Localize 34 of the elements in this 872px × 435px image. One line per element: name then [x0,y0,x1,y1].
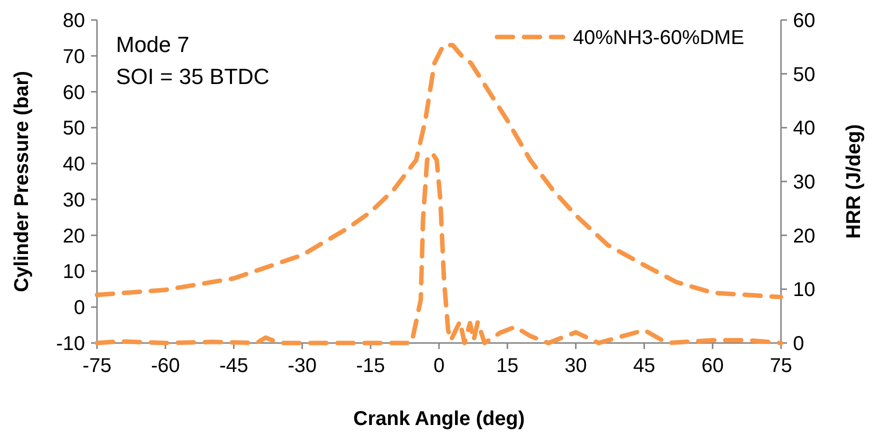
annotation: SOI = 35 BTDC [116,64,270,89]
x-axis-title: Crank Angle (deg) [353,408,525,430]
x-tick-label: -60 [150,355,180,377]
x-tick-label: 0 [433,355,445,377]
x-tick-label: 60 [701,355,724,377]
annotation: Mode 7 [116,32,190,57]
legend-label: 40%NH3-60%DME [573,27,744,49]
y2-tick-label: 30 [793,172,816,194]
y2-tick-label: 40 [793,118,816,140]
x-tick-label: 30 [564,355,587,377]
y2-tick-label: 60 [793,10,816,32]
x-tick-label: -45 [219,355,248,377]
y2-axis-title: HRR (J/deg) [843,124,865,239]
y-tick-label: 10 [62,261,85,284]
y-tick-label: 20 [62,225,85,248]
y-tick-label: 0 [74,297,85,320]
y2-tick-label: 0 [793,333,804,355]
x-tick-label: 75 [770,355,792,377]
y-tick-label: 80 [62,10,85,32]
y2-tick-label: 20 [793,225,816,248]
x-tick-label: -15 [356,355,386,377]
y-tick-label: 60 [62,82,85,104]
x-tick-label: 45 [633,355,656,377]
x-tick-label: -30 [288,355,317,377]
y-tick-label: 40 [62,154,85,176]
y-tick-label: 70 [62,46,85,68]
y-axis-title: Cylinder Pressure (bar) [11,70,33,292]
y2-tick-label: 50 [793,64,816,86]
y-tick-label: 50 [62,118,85,140]
x-tick-label: -75 [82,355,112,377]
y-tick-label: 30 [62,189,85,212]
y2-tick-label: 10 [793,279,816,302]
y-tick-label: -10 [56,333,85,355]
x-tick-label: 15 [496,355,519,377]
